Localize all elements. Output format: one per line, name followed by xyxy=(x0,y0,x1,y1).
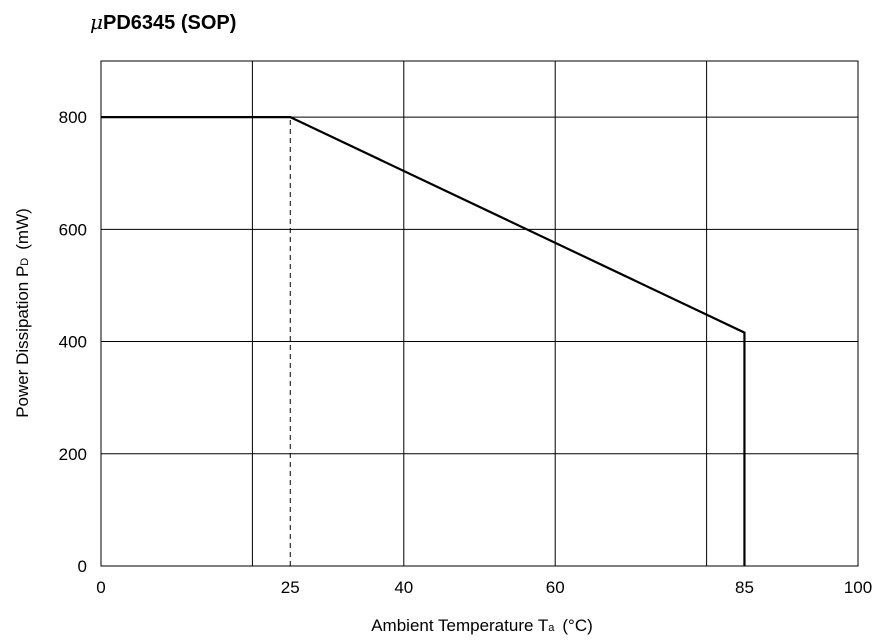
y-tick-label-3: 600 xyxy=(59,220,87,239)
y-axis-title-main: Power Dissipation P xyxy=(13,266,32,418)
x-tick-label-1: 25 xyxy=(281,578,300,597)
x-axis-title-sub: a xyxy=(548,622,555,634)
x-tick-label-0: 0 xyxy=(96,578,105,597)
y-tick-label-1: 200 xyxy=(59,445,87,464)
x-tick-label-4: 85 xyxy=(735,578,754,597)
y-axis-title-unit: (mW) xyxy=(13,208,32,250)
x-axis-title-main: Ambient Temperature T xyxy=(371,616,548,635)
y-tick-labels: 0 200 400 600 800 xyxy=(59,108,87,576)
y-axis-title: Power Dissipation PD (mW) xyxy=(13,208,32,418)
x-tick-labels: 0 25 40 60 85 100 xyxy=(96,578,872,597)
x-axis-title-unit: (°C) xyxy=(562,616,592,635)
x-axis-title: Ambient Temperature Ta (°C) xyxy=(371,616,593,635)
y-tick-label-2: 400 xyxy=(59,333,87,352)
y-tick-label-4: 800 xyxy=(59,108,87,127)
x-tick-label-2: 40 xyxy=(394,578,413,597)
y-tick-label-0: 0 xyxy=(78,557,87,576)
y-axis-title-sub: D xyxy=(19,258,31,266)
x-tick-label-5: 100 xyxy=(844,578,872,597)
x-tick-label-3: 60 xyxy=(546,578,565,597)
